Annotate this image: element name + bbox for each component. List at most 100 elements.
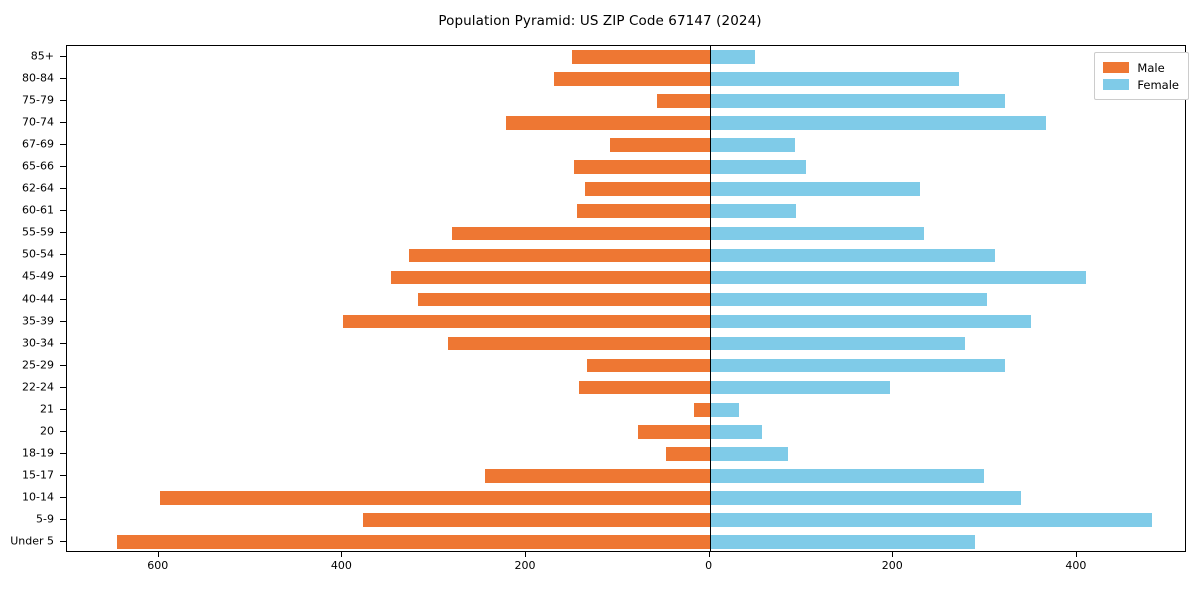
y-axis-tick-label: 85+ <box>30 49 54 63</box>
legend-swatch <box>1103 79 1130 90</box>
y-axis-tick-mark <box>60 430 66 432</box>
y-axis-tick-label: 45-49 <box>22 269 54 283</box>
x-axis-ticks <box>66 552 1186 558</box>
bar-female <box>709 270 1086 285</box>
x-axis-tick-label: 200 <box>881 559 903 572</box>
bar-female <box>709 160 806 175</box>
legend-label: Male <box>1137 60 1165 75</box>
bar-row <box>67 94 1185 108</box>
y-axis-tick-label: 55-59 <box>22 225 54 239</box>
bar-male <box>417 292 710 307</box>
bar-male <box>451 226 710 241</box>
bar-male <box>553 72 710 86</box>
y-axis-tick-mark <box>60 254 66 256</box>
y-axis-tick-mark <box>60 540 66 542</box>
y-axis-tick-label: 5-9 <box>36 512 54 526</box>
y-axis-tick-label: 50-54 <box>22 247 54 261</box>
bar-female <box>709 402 739 417</box>
bar-row <box>67 513 1185 527</box>
bar-male <box>159 491 710 505</box>
bar-female <box>709 72 960 86</box>
bar-row <box>67 248 1185 263</box>
bar-female <box>709 116 1046 130</box>
legend-entry: Female <box>1103 76 1179 93</box>
y-axis-tick-label: 60-61 <box>22 203 54 217</box>
x-axis-labels: 600 400 200 0 200 400 <box>66 559 1186 579</box>
legend: Male Female <box>1094 52 1189 100</box>
bar-male <box>573 160 710 175</box>
y-axis-tick-mark <box>60 452 66 454</box>
y-axis-tick-mark <box>60 188 66 190</box>
y-axis-tick-label: 75-79 <box>22 93 54 107</box>
y-axis-tick-label: 70-74 <box>22 115 54 129</box>
bar-female <box>709 446 788 461</box>
y-axis-tick-mark <box>60 56 66 58</box>
y-axis-tick-label: 25-29 <box>22 358 54 372</box>
bar-row <box>67 380 1185 395</box>
bar-row <box>67 358 1185 373</box>
y-axis-tick-label: 10-14 <box>22 490 54 504</box>
bar-female <box>709 424 762 439</box>
bar-male <box>505 116 710 130</box>
bar-row <box>67 402 1185 417</box>
bar-male <box>657 94 710 108</box>
bar-male <box>409 248 710 263</box>
bar-female <box>709 50 755 64</box>
y-axis-tick-mark <box>60 210 66 212</box>
bar-male <box>694 402 710 417</box>
bar-male <box>571 50 710 64</box>
y-axis-tick-label: 21 <box>40 402 54 416</box>
legend-swatch <box>1103 62 1130 73</box>
bar-row <box>67 72 1185 86</box>
x-axis-tick-mark <box>1075 552 1077 557</box>
bar-row <box>67 116 1185 130</box>
bar-female <box>709 292 987 307</box>
y-axis-tick-mark <box>60 166 66 168</box>
bars-layer <box>67 46 1185 551</box>
bar-male <box>638 424 710 439</box>
y-axis-tick-mark <box>60 474 66 476</box>
bar-row <box>67 160 1185 175</box>
bar-male <box>579 380 710 395</box>
y-axis-tick-mark <box>60 408 66 410</box>
y-axis-tick-mark <box>60 232 66 234</box>
y-axis-tick-label: 67-69 <box>22 137 54 151</box>
plot-area <box>66 45 1186 552</box>
bar-male <box>665 446 710 461</box>
y-axis-ticks <box>60 45 66 552</box>
x-axis-tick-mark <box>341 552 343 557</box>
bar-female <box>709 138 795 153</box>
bar-female <box>709 314 1031 329</box>
bar-row <box>67 491 1185 505</box>
x-axis-tick-mark <box>708 552 710 557</box>
legend-label: Female <box>1137 77 1179 92</box>
x-axis-tick-label: 400 <box>330 559 352 572</box>
y-axis-tick-label: 65-66 <box>22 159 54 173</box>
bar-row <box>67 424 1185 439</box>
bar-row <box>67 469 1185 483</box>
bar-female <box>709 358 1006 373</box>
bar-female <box>709 94 1006 108</box>
bar-row <box>67 138 1185 153</box>
bar-female <box>709 248 996 263</box>
bar-row <box>67 336 1185 351</box>
y-axis-tick-label: 18-19 <box>22 446 54 460</box>
x-axis-tick-label: 400 <box>1065 559 1087 572</box>
y-axis-tick-label: Under 5 <box>10 534 54 548</box>
bar-female <box>709 204 796 219</box>
bar-male <box>586 358 710 373</box>
bar-male <box>484 469 710 483</box>
bar-row <box>67 226 1185 241</box>
y-axis-tick-label: 22-24 <box>22 380 54 394</box>
chart-title: Population Pyramid: US ZIP Code 67147 (2… <box>438 13 762 29</box>
bar-row <box>67 446 1185 461</box>
y-axis-tick-mark <box>60 342 66 344</box>
bar-female <box>709 336 965 351</box>
y-axis-tick-label: 40-44 <box>22 292 54 305</box>
bar-female <box>709 535 975 549</box>
x-axis-tick-mark <box>892 552 894 557</box>
bar-row <box>67 50 1185 64</box>
bar-female <box>709 380 891 395</box>
bar-row <box>67 314 1185 329</box>
